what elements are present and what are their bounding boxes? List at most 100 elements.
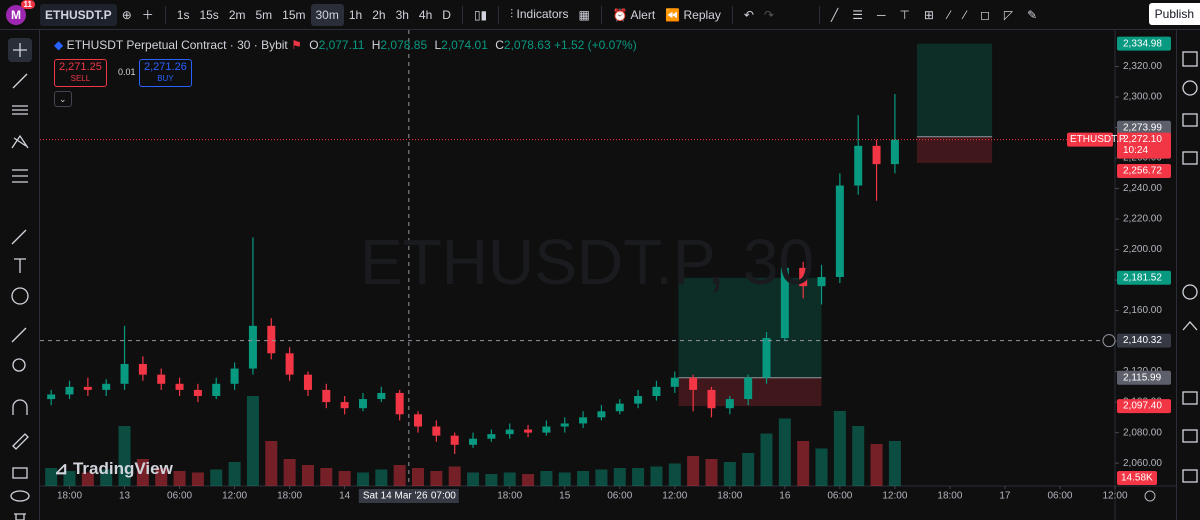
top-toolbar: M 11 ETHUSDT.P ⊕ ＋ 1s 15s 2m 5m 15m 30m 1h 2h 3h 4… [0,0,1200,30]
lock-tool[interactable] [12,467,28,479]
candle-body [414,414,423,427]
volume-bar [246,396,259,486]
volume-bar [412,468,425,486]
candle-body [267,325,276,354]
candle-body [579,417,588,424]
layouts-button[interactable]: ▦ [578,7,590,22]
lock-drawing-tool[interactable] [12,433,29,450]
interval-button[interactable]: D [442,7,451,22]
volume-bar [210,469,223,486]
undo-button[interactable]: ↶ [743,7,754,22]
x-tick-label: 06:00 [1047,491,1072,502]
separator [818,5,820,24]
candle-body [120,363,129,384]
x-tick-label: 12:00 [1102,491,1127,502]
magnet-tool[interactable] [12,399,28,415]
avatar[interactable]: M 11 [6,0,35,25]
forecast-tool[interactable] [12,169,28,183]
flag-icon: ⚑ [291,38,302,52]
right-sidebar [1176,30,1200,520]
calendar-icon[interactable] [1182,391,1198,405]
candle-body [817,277,826,287]
candle-body [524,429,533,433]
candle-body [138,363,147,375]
x-tick-label: 14 [339,491,351,502]
sell-button[interactable]: 2,271.25 SELL [54,59,107,87]
candle-body [670,377,679,387]
interval-button[interactable]: 15s [199,7,219,22]
drawing-tools[interactable]: ╱☰─⊤⊞⁄⁄◻◸✎ [830,7,1052,22]
collapse-button[interactable]: ⌄ [54,91,72,107]
candle-body [854,145,863,186]
volume-bar [668,463,681,486]
interval-button[interactable]: 15m [282,7,306,22]
text-tool[interactable] [14,258,26,273]
delete-tool[interactable] [14,513,26,520]
help-icon[interactable] [1182,469,1198,483]
indicators-button[interactable]: ⫶ Indicators [510,7,569,21]
interval-button[interactable]: 1s [176,7,190,22]
buy-button[interactable]: 2,271.26 BUY [139,59,192,87]
watchlist-icon[interactable] [1182,51,1198,67]
target-zone [916,43,993,137]
volume-bar [283,459,296,486]
pattern-tool[interactable] [11,134,29,149]
settings-icon[interactable] [1144,490,1156,502]
volume-bar [467,472,480,486]
symbol-search[interactable]: ETHUSDT.P [40,3,117,26]
volume-bar [778,418,791,486]
ops-icon[interactable] [1182,284,1198,300]
interval-button[interactable]: 5m [255,7,273,22]
candle-body [542,426,551,433]
buy-label: BUY [157,74,174,83]
separator [600,5,602,24]
crosshair-x-bg [358,489,459,503]
interval-button[interactable]: 30m [310,3,344,26]
zoom-tool[interactable] [12,358,26,372]
line-tool[interactable] [12,73,28,89]
close-key: C [495,38,504,52]
interval-button[interactable]: 2h [372,7,386,22]
publish-button[interactable]: Publish [1148,3,1200,25]
alert-button[interactable]: ⏰ Alert [612,7,656,22]
visibility-tool[interactable] [10,490,30,502]
brush-tool[interactable] [11,229,27,245]
pulse-icon[interactable] [1182,321,1198,331]
add-button[interactable]: ＋ [141,8,154,22]
emoji-tool[interactable] [11,287,29,305]
interval-button[interactable]: 3h [395,7,409,22]
candle-body [469,438,478,445]
replay-label: Replay [683,7,721,22]
candle-body [634,396,643,404]
x-tick-label: 16 [779,491,791,502]
interval-button[interactable]: 1h [348,7,363,22]
buy-price: 2,271.26 [144,61,187,73]
news-icon[interactable] [1182,113,1198,127]
cursor-tool[interactable] [13,43,27,57]
price-tag-bg [1117,36,1171,51]
x-tick-label: 18:00 [277,491,302,502]
chart-type-button[interactable]: ▯▮ [473,7,488,22]
volume-bar [448,466,461,486]
x-tick-label: 18:00 [717,491,742,502]
measure-tool[interactable] [11,327,27,343]
candle-body [212,383,221,396]
notes-icon[interactable] [1182,429,1198,443]
fib-tool[interactable] [12,105,28,115]
y-tick-label: 2,220.00 [1123,214,1162,225]
redo-button[interactable]: ↷ [763,7,774,22]
candle-body [395,392,404,415]
interval-button[interactable]: 4h [418,7,433,22]
alerts-icon[interactable] [1182,80,1198,96]
replay-button[interactable]: ⏪ Replay [665,7,721,22]
interval-button[interactable]: 2m [228,7,246,22]
compare-button[interactable]: ⊕ [121,7,132,22]
change-value: +1.52 (+0.07%) [553,38,637,52]
y-tick-label: 2,300.00 [1123,92,1162,103]
alert-label: Alert [630,7,656,22]
separator [164,5,166,24]
low-key: L [434,38,442,52]
volume-bar [393,465,406,486]
ideas-icon[interactable] [1182,151,1198,165]
y-tick-label: 2,080.00 [1123,427,1162,438]
